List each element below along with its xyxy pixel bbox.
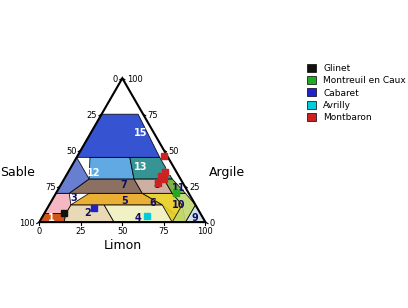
Legend: Glinet, Montreuil en Caux, Cabaret, Avrilly, Montbaron: Glinet, Montreuil en Caux, Cabaret, Avri… — [307, 64, 406, 122]
Text: 11: 11 — [172, 183, 186, 192]
Text: 7: 7 — [121, 180, 127, 190]
Polygon shape — [89, 157, 134, 179]
Text: 9: 9 — [191, 213, 198, 223]
Polygon shape — [164, 179, 186, 193]
Text: 2: 2 — [84, 209, 91, 218]
Polygon shape — [44, 193, 71, 213]
Text: 3: 3 — [70, 192, 77, 203]
Text: 75: 75 — [159, 227, 169, 236]
Polygon shape — [69, 179, 142, 193]
Text: 100: 100 — [126, 75, 142, 84]
Polygon shape — [172, 193, 195, 222]
Text: 75: 75 — [45, 183, 56, 192]
Polygon shape — [142, 193, 186, 222]
Text: 12: 12 — [87, 168, 101, 178]
Polygon shape — [39, 213, 66, 222]
Polygon shape — [104, 205, 186, 222]
Text: 25: 25 — [189, 183, 200, 192]
Text: Argile: Argile — [209, 166, 245, 179]
Text: Limon: Limon — [103, 239, 142, 252]
Text: 50: 50 — [168, 147, 179, 156]
Text: 4: 4 — [135, 213, 142, 223]
Polygon shape — [134, 179, 172, 193]
Text: 6: 6 — [150, 198, 156, 209]
Text: 14: 14 — [164, 167, 178, 177]
Text: Sable: Sable — [0, 166, 35, 179]
Polygon shape — [56, 157, 89, 193]
Text: 0: 0 — [113, 75, 118, 84]
Text: 8: 8 — [154, 180, 161, 190]
Text: 25: 25 — [87, 111, 98, 120]
Polygon shape — [64, 205, 114, 222]
Text: 15: 15 — [134, 128, 147, 138]
Text: 0: 0 — [37, 227, 42, 236]
Text: 50: 50 — [117, 227, 128, 236]
Text: 0: 0 — [210, 219, 215, 228]
Polygon shape — [186, 205, 205, 222]
Polygon shape — [77, 114, 160, 157]
Polygon shape — [130, 157, 172, 179]
Text: 13: 13 — [134, 162, 147, 172]
Text: 100: 100 — [197, 227, 213, 236]
Text: 75: 75 — [147, 111, 158, 120]
Text: 25: 25 — [75, 227, 86, 236]
Text: 10: 10 — [172, 200, 186, 210]
Polygon shape — [71, 193, 162, 205]
Text: 1: 1 — [49, 213, 55, 223]
Text: 100: 100 — [19, 219, 35, 228]
Text: 5: 5 — [122, 196, 128, 205]
Text: 50: 50 — [66, 147, 77, 156]
